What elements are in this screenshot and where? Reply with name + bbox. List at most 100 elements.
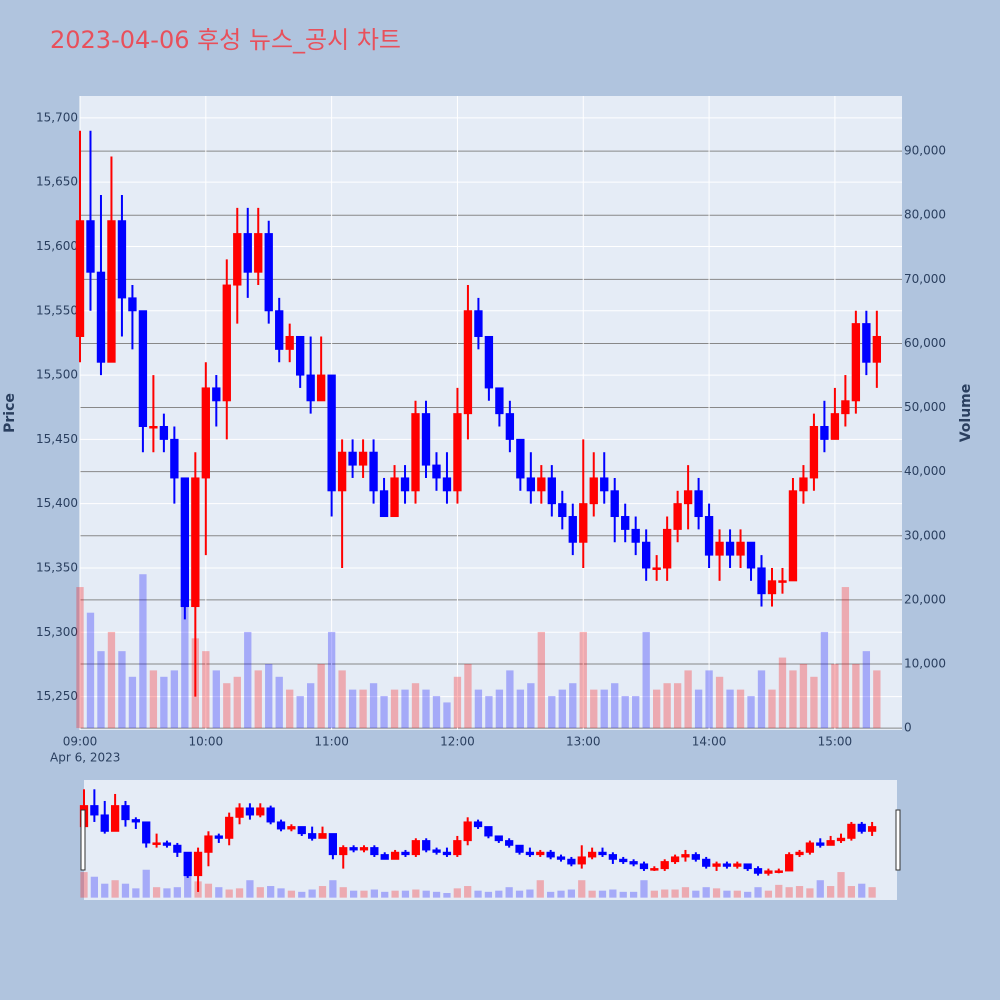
candle-body [306,374,315,402]
volume-bar [558,689,566,729]
y2-tick-label: 40,000 [904,464,946,478]
y2-tick-label: 60,000 [904,336,946,350]
volume-bar [789,670,797,729]
candle-body [662,528,672,569]
candle-body [204,835,213,853]
candle-body [296,335,305,376]
volume-bar [827,886,835,898]
candle-body [767,580,777,595]
volume-bar [515,890,524,898]
candle-body [401,851,410,856]
candle-body [746,541,756,569]
candle-body [587,851,597,858]
candle-body [75,220,85,337]
volume-bar [254,670,262,729]
candle-body [799,477,808,492]
volume-bar [663,683,671,729]
volume-bar [173,887,181,898]
candle-body [631,528,640,543]
volume-bar [684,670,692,729]
y2-tick-label: 0 [904,721,912,735]
candle-body [537,477,546,492]
volume-bar [132,888,140,898]
volume-bar [629,891,638,898]
candle-body [610,490,619,518]
candle-body [308,833,317,839]
volume-bar [526,889,534,898]
volume-bar [621,696,629,729]
candle-body [704,516,714,556]
volume-bar [390,689,399,729]
candle-body [484,335,494,389]
candle-body [225,816,234,839]
volume-bar [650,890,658,898]
volume-bar [422,890,430,898]
volume-bar [600,689,608,729]
candle-body [577,856,586,865]
x-tick-label: 14:00 [692,735,727,749]
volume-bar [212,670,220,729]
volume-bar [142,869,150,898]
candle-body [287,826,296,830]
volume-bar [705,670,713,729]
volume-bar [852,663,860,729]
volume-bar [286,689,294,729]
volume-bar [401,689,409,729]
volume-bar [640,880,648,898]
volume-bar [692,890,700,898]
volume-bar [609,889,617,898]
candle-body [872,335,882,363]
candle-body [297,826,306,835]
candle-body [142,821,151,844]
volume-bar [795,886,804,898]
volume-bar [799,663,808,729]
volume-bar [308,889,316,898]
volume-bar [235,888,244,898]
volume-bar [569,683,577,729]
y2-tick-label: 30,000 [904,528,946,542]
candle-body [442,477,452,492]
candle-body [390,851,400,860]
volume-bar [681,887,690,898]
volume-bar [90,876,98,898]
candle-body [474,310,483,337]
candle-body [736,541,745,556]
y2-tick-label: 50,000 [904,400,946,414]
candle-body [629,861,638,865]
candle-body [556,856,566,860]
candle-body [867,826,877,832]
candle-body [515,844,524,853]
volume-bar [318,886,327,898]
volume-bar [652,689,661,729]
candle-body [276,821,286,830]
candle-body [264,233,273,312]
volume-bar [775,884,783,898]
volume-bar [495,890,503,898]
candle-body [170,438,179,479]
volume-bar [816,880,824,898]
candle-body [805,842,815,853]
volume-bar [401,890,410,898]
candle-body [411,840,420,856]
x-tick-label: 09:00 [63,735,98,749]
volume-bar [202,651,210,729]
candle-body [180,477,190,608]
volume-bar [265,663,273,729]
volume-bar [806,888,814,898]
volume-bar [661,889,669,898]
volume-bar [578,880,586,898]
candle-body [670,856,680,863]
y-tick-label: 15,700 [36,110,78,124]
candle-body [694,490,703,518]
y-tick-label: 15,550 [36,303,78,317]
volume-bar [86,612,95,729]
volume-bar [810,676,818,729]
candle-body [138,310,148,428]
volume-bar [338,670,346,729]
chart-title: 2023-04-06 후성 뉴스_공시 차트 [50,26,401,54]
volume-bar [359,689,367,729]
volume-bar [712,888,721,898]
candle-body [568,516,577,543]
y2-tick-label: 80,000 [904,208,946,222]
volume-bar [744,891,752,898]
